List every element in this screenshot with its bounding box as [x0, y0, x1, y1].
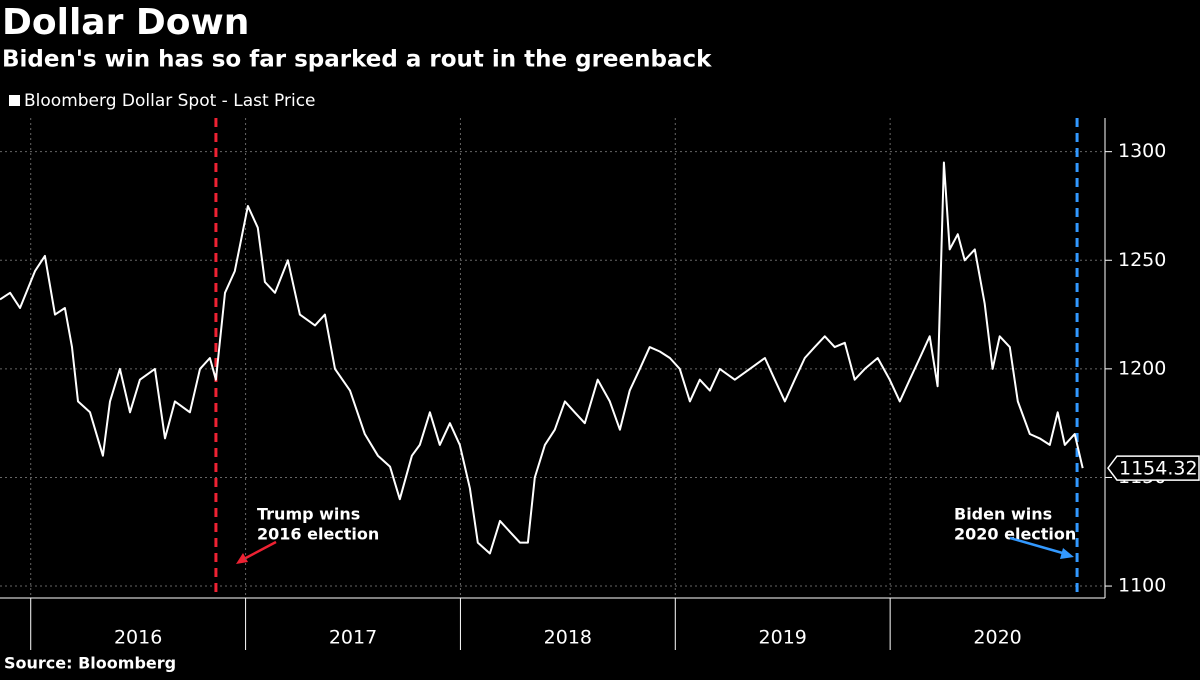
x-tick-label: 2019 — [759, 627, 807, 649]
y-tick-label: 1100 — [1118, 575, 1166, 597]
y-tick-label: 1250 — [1118, 249, 1166, 271]
x-tick-label: 2020 — [973, 627, 1021, 649]
chart-title: Dollar Down — [2, 2, 249, 43]
annotation-arrowhead — [1060, 548, 1074, 559]
annotation-arrow — [1009, 536, 1067, 556]
annotation-arrowhead — [236, 553, 248, 564]
legend-label: Bloomberg Dollar Spot - Last Price — [24, 91, 316, 111]
chart-subtitle: Biden's win has so far sparked a rout in… — [2, 47, 712, 73]
line — [0, 161, 1084, 555]
y-tick-label: 1300 — [1118, 140, 1166, 162]
annotation-text: 2020 election — [954, 525, 1076, 544]
y-tick-label: 1200 — [1118, 357, 1166, 379]
x-tick-label: 2017 — [329, 627, 377, 649]
x-tick-label: 2018 — [544, 627, 592, 649]
x-tick-label: 2016 — [114, 627, 162, 649]
annotation-text: 2016 election — [257, 525, 379, 544]
source: Source: Bloomberg — [4, 654, 176, 673]
last-price-label: 1154.32 — [1119, 458, 1198, 480]
legend-swatch — [9, 95, 20, 106]
annotation-text: Trump wins — [257, 505, 360, 524]
annotation-arrow — [241, 540, 277, 562]
annotation-text: Biden wins — [954, 505, 1052, 524]
last-price-flag — [1107, 455, 1200, 481]
